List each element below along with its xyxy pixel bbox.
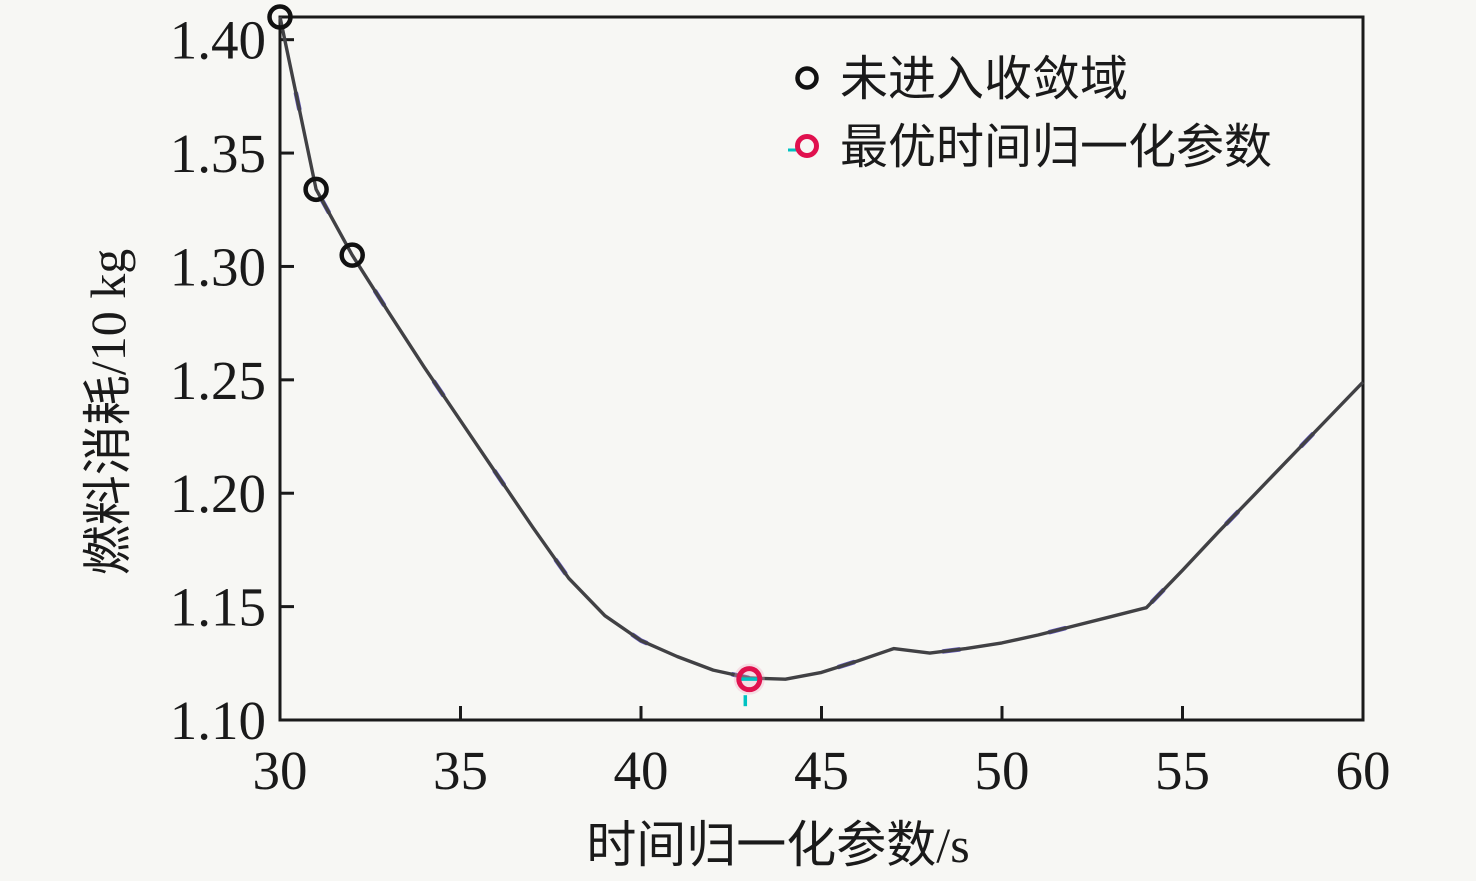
y-tick-label: 1.35	[170, 123, 266, 184]
x-tick-label: 45	[794, 740, 849, 801]
x-tick-label: 30	[253, 740, 308, 801]
marker-group	[267, 4, 765, 707]
x-tick-label: 35	[433, 740, 488, 801]
x-tick-label: 60	[1336, 740, 1391, 801]
x-tick-label: 40	[614, 740, 669, 801]
axis-ticks: 30 35 40 45 50 55 60 1.10 1.15 1.20 1.25 1.30 1.35 1.…	[170, 10, 1391, 801]
legend-label-optimal: 最优时间归一化参数	[840, 121, 1272, 174]
y-tick-label: 1.30	[170, 236, 266, 297]
y-tick-label: 1.10	[170, 690, 266, 751]
y-tick-label: 1.40	[170, 10, 266, 71]
unconverged-point-marker	[267, 4, 293, 30]
series-line-fringe	[277, 14, 1366, 682]
x-axis-title: 时间归一化参数/s	[586, 817, 969, 873]
y-tick-label: 1.25	[170, 350, 266, 411]
unconverged-point-marker	[303, 176, 329, 203]
optimal-point-marker	[736, 666, 763, 693]
y-tick-label: 1.20	[170, 463, 266, 524]
unconverged-point-marker	[339, 242, 365, 268]
legend-marker-optimal	[795, 134, 819, 158]
legend: 未进入收敛域 最优时间归一化参数	[788, 53, 1272, 174]
series-group	[277, 14, 1366, 682]
y-tick-label: 1.15	[170, 577, 266, 638]
legend-marker-unconverged	[795, 66, 819, 90]
x-tick-label: 55	[1155, 740, 1210, 801]
x-tick-label: 50	[975, 740, 1030, 801]
series-line	[278, 16, 1365, 681]
legend-label-unconverged: 未进入收敛域	[840, 53, 1128, 106]
y-axis-title: 燃料消耗/10 kg	[80, 249, 136, 575]
